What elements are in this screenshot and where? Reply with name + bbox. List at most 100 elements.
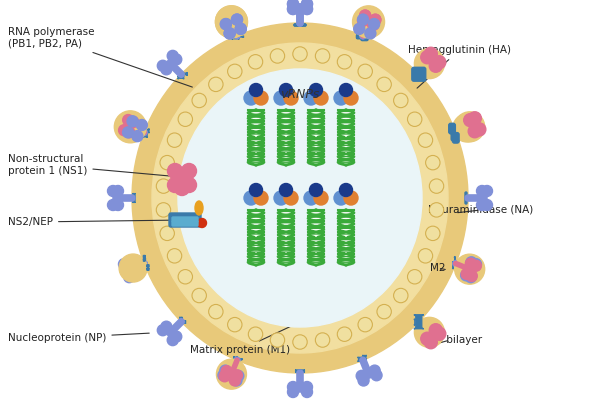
Polygon shape xyxy=(280,158,292,159)
Circle shape xyxy=(461,270,472,281)
Polygon shape xyxy=(251,120,261,121)
Circle shape xyxy=(123,115,134,126)
Circle shape xyxy=(356,371,367,381)
Polygon shape xyxy=(340,152,353,154)
Circle shape xyxy=(424,47,437,60)
Circle shape xyxy=(233,371,244,381)
Polygon shape xyxy=(308,255,324,257)
Circle shape xyxy=(287,381,299,393)
Circle shape xyxy=(358,318,373,332)
Polygon shape xyxy=(278,111,294,113)
Polygon shape xyxy=(338,155,354,156)
Circle shape xyxy=(107,200,119,211)
Circle shape xyxy=(301,4,313,14)
Ellipse shape xyxy=(455,254,485,284)
Polygon shape xyxy=(338,211,354,213)
Polygon shape xyxy=(308,113,324,114)
Polygon shape xyxy=(282,225,290,227)
FancyBboxPatch shape xyxy=(453,132,457,139)
Circle shape xyxy=(250,184,263,196)
Polygon shape xyxy=(312,126,320,127)
Circle shape xyxy=(284,91,298,105)
Polygon shape xyxy=(248,261,264,262)
Polygon shape xyxy=(252,231,260,233)
Circle shape xyxy=(182,178,197,192)
Circle shape xyxy=(476,200,487,211)
Polygon shape xyxy=(341,120,351,121)
Polygon shape xyxy=(248,162,264,164)
Polygon shape xyxy=(308,249,324,251)
Circle shape xyxy=(178,112,193,126)
FancyBboxPatch shape xyxy=(178,76,184,79)
Polygon shape xyxy=(309,133,323,134)
Circle shape xyxy=(428,321,439,332)
Polygon shape xyxy=(278,161,294,162)
Polygon shape xyxy=(340,258,352,259)
Circle shape xyxy=(468,125,481,138)
Polygon shape xyxy=(281,220,291,221)
Circle shape xyxy=(293,335,307,349)
Polygon shape xyxy=(338,224,354,225)
Polygon shape xyxy=(339,141,353,142)
Circle shape xyxy=(167,249,182,263)
Polygon shape xyxy=(339,133,353,134)
Polygon shape xyxy=(308,228,323,230)
Circle shape xyxy=(218,15,229,26)
Polygon shape xyxy=(308,130,323,131)
Polygon shape xyxy=(248,150,264,151)
Polygon shape xyxy=(250,252,263,254)
Circle shape xyxy=(369,20,380,31)
Polygon shape xyxy=(248,145,263,147)
Polygon shape xyxy=(282,243,290,244)
Polygon shape xyxy=(338,145,353,147)
Polygon shape xyxy=(248,156,264,158)
Circle shape xyxy=(167,334,178,346)
FancyBboxPatch shape xyxy=(452,133,459,143)
Polygon shape xyxy=(308,223,324,224)
Polygon shape xyxy=(250,110,262,111)
FancyBboxPatch shape xyxy=(465,197,467,204)
Circle shape xyxy=(470,126,482,137)
FancyBboxPatch shape xyxy=(299,24,306,26)
FancyBboxPatch shape xyxy=(238,358,242,360)
Circle shape xyxy=(394,288,408,303)
Polygon shape xyxy=(280,252,293,254)
Circle shape xyxy=(371,15,382,26)
Polygon shape xyxy=(310,221,323,223)
Circle shape xyxy=(365,28,376,39)
Polygon shape xyxy=(281,259,292,261)
Polygon shape xyxy=(338,136,353,137)
Polygon shape xyxy=(311,159,322,161)
Circle shape xyxy=(220,365,231,376)
Polygon shape xyxy=(252,142,260,144)
Polygon shape xyxy=(308,138,323,140)
Circle shape xyxy=(224,28,235,39)
Circle shape xyxy=(371,15,382,26)
Polygon shape xyxy=(341,159,352,161)
Polygon shape xyxy=(252,148,260,150)
Circle shape xyxy=(469,112,481,125)
Polygon shape xyxy=(308,128,323,130)
Polygon shape xyxy=(249,227,263,228)
Circle shape xyxy=(293,47,307,61)
Polygon shape xyxy=(309,141,323,142)
Circle shape xyxy=(270,49,284,63)
Circle shape xyxy=(422,334,433,346)
Polygon shape xyxy=(338,261,354,262)
Text: Non-structural
protein 1 (NS1): Non-structural protein 1 (NS1) xyxy=(8,154,189,178)
Polygon shape xyxy=(308,140,323,141)
Polygon shape xyxy=(308,234,323,235)
Polygon shape xyxy=(310,263,322,265)
Polygon shape xyxy=(338,238,353,240)
Polygon shape xyxy=(338,255,354,257)
Polygon shape xyxy=(338,130,353,131)
Polygon shape xyxy=(278,117,294,118)
Polygon shape xyxy=(311,214,322,216)
Polygon shape xyxy=(250,158,262,159)
Circle shape xyxy=(128,115,139,126)
Polygon shape xyxy=(338,156,354,158)
Polygon shape xyxy=(310,252,323,254)
Circle shape xyxy=(356,15,367,26)
Polygon shape xyxy=(310,115,322,117)
FancyBboxPatch shape xyxy=(143,133,147,138)
